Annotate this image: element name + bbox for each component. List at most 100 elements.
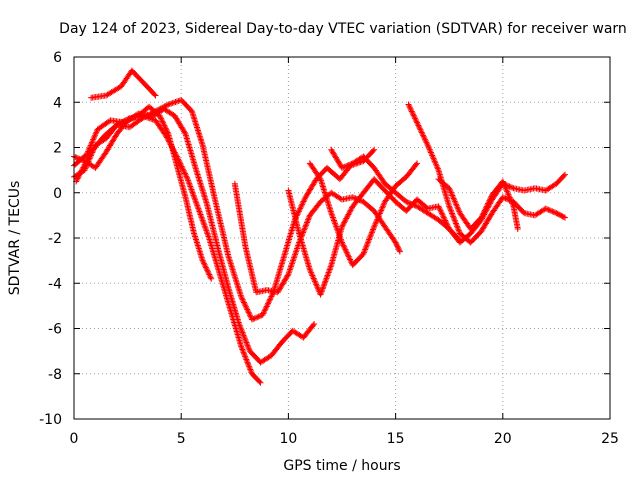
data-point — [509, 184, 516, 191]
data-point — [241, 300, 248, 307]
data-point — [196, 209, 203, 216]
data-point — [240, 330, 247, 337]
data-point — [499, 194, 506, 201]
data-point — [380, 201, 387, 208]
data-point — [293, 247, 300, 254]
data-point — [507, 196, 514, 203]
data-point — [201, 221, 208, 228]
data-point — [242, 336, 249, 343]
data-point — [376, 211, 383, 218]
data-point — [245, 360, 252, 367]
data-point — [246, 365, 253, 372]
data-point — [447, 188, 454, 195]
data-point — [348, 160, 355, 167]
data-point — [89, 149, 96, 156]
data-point — [424, 142, 431, 149]
data-point — [158, 104, 165, 111]
data-point — [316, 174, 323, 181]
data-point — [301, 226, 308, 233]
data-point — [171, 148, 178, 155]
data-point — [339, 239, 345, 246]
data-point — [174, 154, 181, 161]
data-point — [438, 208, 445, 215]
data-point — [542, 205, 549, 212]
data-point — [446, 204, 453, 211]
data-point — [375, 213, 382, 220]
data-point — [305, 215, 312, 222]
data-point — [191, 195, 198, 202]
data-point — [189, 190, 196, 197]
data-point — [268, 293, 275, 300]
data-point — [412, 202, 419, 209]
data-point — [238, 343, 245, 350]
data-point — [300, 228, 307, 235]
data-point — [341, 219, 348, 226]
data-point — [291, 254, 298, 261]
data-point — [259, 311, 266, 318]
data-point — [90, 136, 97, 143]
data-point — [90, 146, 97, 153]
y-tick-label: -4 — [48, 276, 62, 292]
data-point — [424, 140, 431, 147]
data-point — [321, 281, 328, 288]
data-point — [434, 165, 441, 172]
data-point — [404, 199, 411, 206]
data-point — [201, 261, 208, 268]
data-point — [481, 207, 488, 214]
data-point — [340, 220, 347, 227]
data-point — [160, 104, 167, 111]
data-point — [85, 158, 92, 165]
data-point — [91, 145, 98, 152]
data-point — [82, 164, 89, 171]
data-point — [408, 108, 415, 115]
data-point — [88, 151, 95, 158]
data-point — [561, 214, 568, 221]
data-point — [199, 217, 206, 224]
data-point — [92, 130, 99, 137]
data-point — [454, 204, 461, 211]
data-point — [453, 221, 460, 228]
data-point — [418, 129, 425, 136]
data-point — [376, 210, 383, 217]
data-point — [446, 186, 453, 193]
data-point — [323, 273, 330, 280]
data-point — [344, 214, 351, 221]
data-point — [507, 197, 514, 204]
data-point — [368, 230, 375, 237]
data-point — [318, 288, 325, 295]
data-point — [261, 309, 268, 316]
data-point — [187, 183, 194, 190]
data-point — [406, 199, 412, 206]
data-point — [506, 193, 513, 200]
data-point — [172, 98, 179, 105]
data-point — [308, 269, 315, 276]
data-point — [323, 275, 330, 282]
data-point — [191, 193, 198, 200]
series-track — [328, 146, 463, 244]
data-point — [429, 152, 436, 159]
data-point — [157, 114, 164, 121]
data-point — [265, 300, 272, 307]
data-point — [455, 227, 462, 234]
data-point — [192, 196, 199, 203]
data-point — [298, 202, 305, 209]
data-point — [206, 272, 213, 279]
data-point — [297, 204, 304, 211]
data-point — [167, 141, 174, 148]
data-point — [344, 162, 351, 169]
data-point — [196, 208, 203, 215]
data-point — [245, 345, 252, 352]
data-point — [243, 305, 250, 312]
data-point — [560, 213, 567, 220]
data-point — [292, 250, 299, 257]
data-point — [173, 98, 180, 105]
data-point — [181, 170, 188, 177]
data-point — [254, 314, 261, 321]
data-point — [336, 233, 343, 240]
data-point — [262, 306, 269, 313]
data-point — [240, 349, 247, 356]
data-point — [252, 314, 259, 321]
data-point — [426, 146, 433, 153]
data-point — [170, 146, 177, 153]
data-point — [336, 232, 343, 239]
